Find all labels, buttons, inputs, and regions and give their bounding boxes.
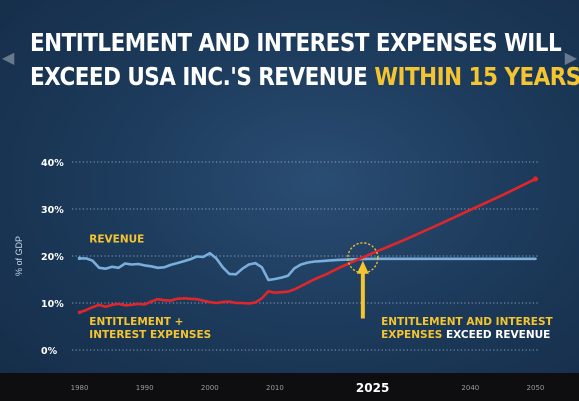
- expenses-label-line-2: INTEREST EXPENSES: [89, 329, 211, 341]
- crossover-label-line-1: ENTITLEMENT AND INTEREST: [381, 316, 553, 328]
- x-tick-label: 2000: [201, 384, 219, 392]
- y-axis-title: % of GDP: [14, 236, 24, 276]
- title-line-2-prefix: EXCEED USA INC.'S REVENUE: [30, 62, 375, 91]
- revenue-start-point: [77, 256, 82, 261]
- y-tick-label: 20%: [41, 252, 64, 263]
- y-tick-label: 30%: [41, 205, 64, 216]
- next-slide-icon[interactable]: ▶: [564, 50, 577, 67]
- gridlines: [72, 161, 540, 351]
- expenses-end-point: [532, 176, 539, 182]
- slide-title: ENTITLEMENT AND INTEREST EXPENSES WILL E…: [30, 26, 579, 94]
- series-lines: [77, 176, 539, 315]
- crossover-dashed-circle: [347, 242, 379, 274]
- x-axis-band: [0, 373, 579, 401]
- y-tick-label: 40%: [41, 158, 64, 169]
- title-highlight: WITHIN 15 YEARS: [374, 62, 579, 91]
- revenue-line: [78, 251, 537, 282]
- x-tick-label: 2040: [461, 384, 479, 392]
- x-tick-label: 1990: [136, 384, 154, 392]
- x-tick-label: 1980: [71, 384, 89, 392]
- x-tick-label: 2025: [356, 381, 389, 395]
- y-axis-tick-labels: 0% 10% 20% 30% 40%: [41, 158, 64, 357]
- expenses-label-line-1: ENTITLEMENT +: [89, 316, 183, 328]
- title-line-2: EXCEED USA INC.'S REVENUE WITHIN 15 YEAR…: [30, 60, 579, 94]
- title-line-1: ENTITLEMENT AND INTEREST EXPENSES WILL: [30, 28, 562, 57]
- expenses-line: [78, 177, 537, 314]
- previous-slide-icon[interactable]: ◀: [2, 50, 15, 67]
- annotations: REVENUE ENTITLEMENT +INTEREST EXPENSES ENT…: [89, 233, 553, 341]
- x-axis-tick-labels: 1980 1990 2000 2010 2025 2040 2050: [71, 381, 545, 395]
- y-tick-label: 0%: [41, 346, 58, 357]
- expenses-start-point: [77, 310, 82, 315]
- crossover-label-line-2: EXPENSES EXCEED REVENUE: [381, 329, 550, 341]
- revenue-label-line-1: REVENUE: [89, 233, 144, 245]
- x-tick-label: 2010: [266, 384, 284, 392]
- x-tick-label: 2050: [527, 384, 545, 392]
- y-tick-label: 10%: [41, 299, 64, 310]
- crossover-arrow-head: [356, 260, 369, 274]
